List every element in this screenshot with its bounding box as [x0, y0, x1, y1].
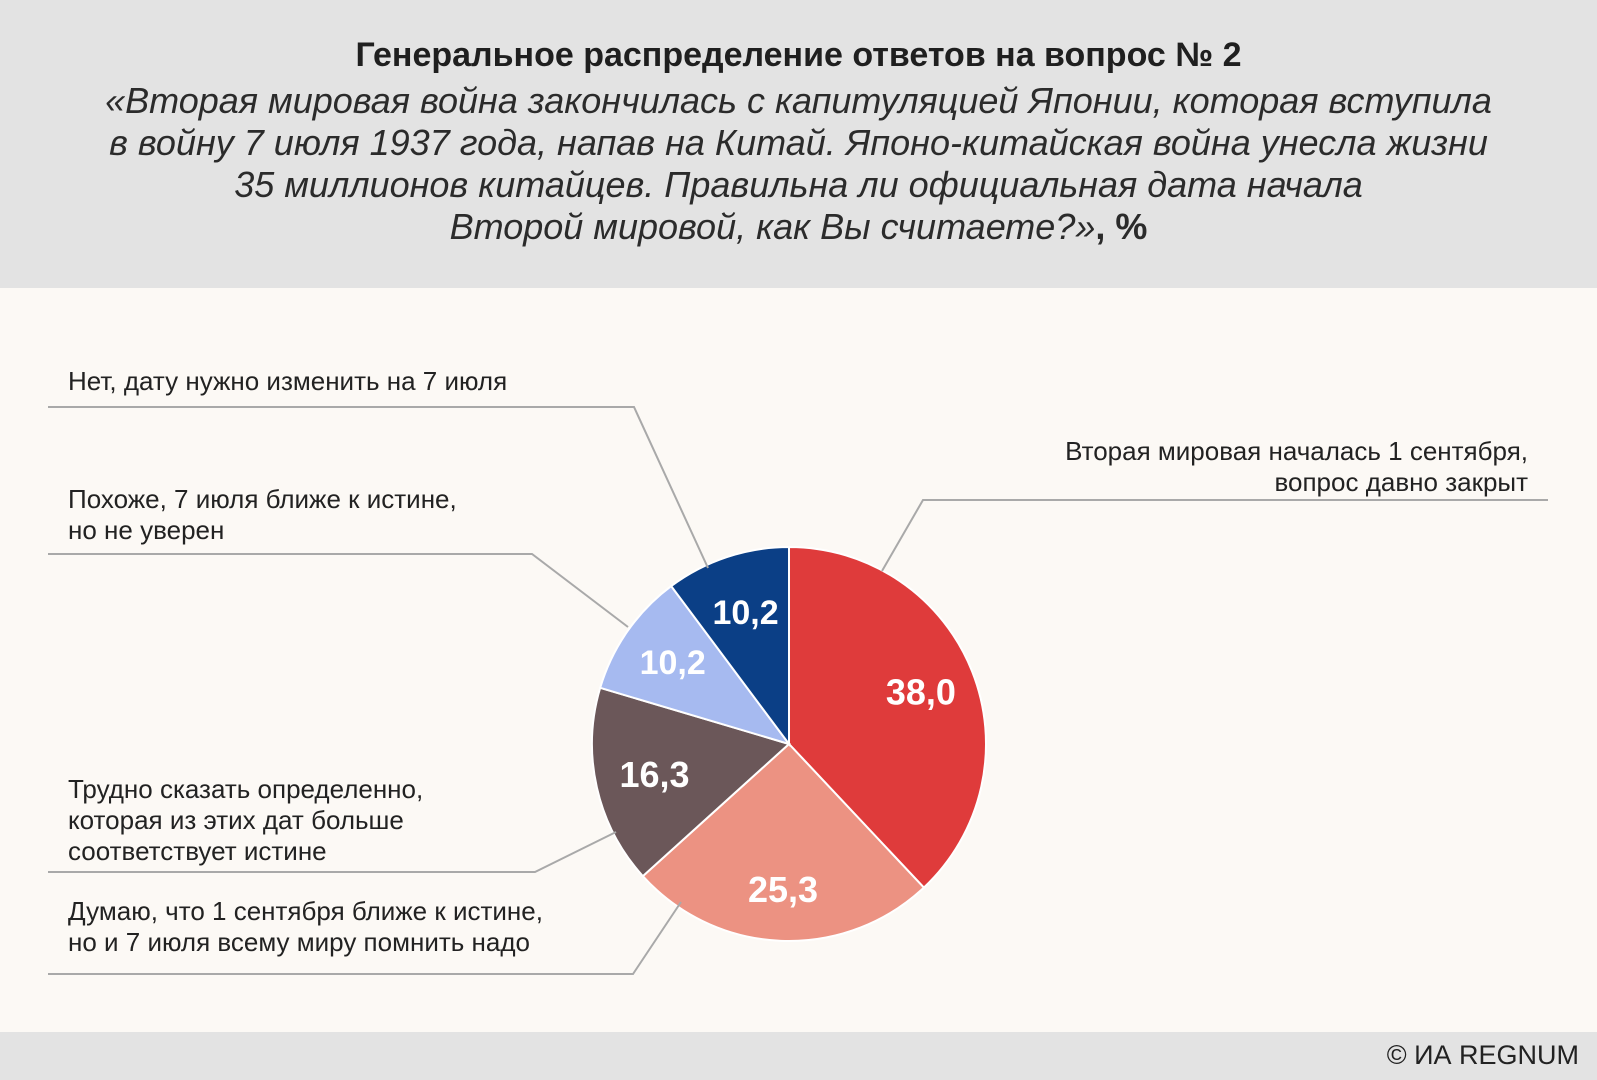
slice-label-1-september: Вторая мировая началась 1 сентября, вопр…: [960, 436, 1528, 498]
question-line-last: Второй мировой, как Вы считаете?», %: [40, 206, 1557, 248]
label-line: Нет, дату нужно изменить на 7 июля: [68, 366, 508, 396]
leader-line-7-july-maybe: [48, 553, 629, 628]
pie-slice-7-july-change: [669, 545, 790, 748]
label-line: Похоже, 7 июля ближе к истине,: [68, 484, 457, 514]
slice-value-hard-to-say: 16,3: [619, 754, 689, 795]
unit-suffix: , %: [1095, 206, 1148, 247]
header-banner: Генеральное распределение ответов на воп…: [0, 0, 1597, 288]
pie-slice-1-september: [788, 545, 987, 890]
question-line: Второй мировой, как Вы считаете?»: [449, 206, 1096, 247]
slice-label-7-july-maybe: Похоже, 7 июля ближе к истине, но не уве…: [68, 484, 588, 546]
leader-line-7-july-change: [48, 406, 709, 569]
footer-bar: © ИА REGNUM: [0, 1032, 1597, 1080]
label-line: которая из этих дат больше: [68, 805, 404, 835]
label-line: но и 7 июля всему миру помнить надо: [68, 927, 530, 957]
leader-line-both-dates: [48, 901, 682, 975]
slice-label-7-july-change: Нет, дату нужно изменить на 7 июля: [68, 366, 628, 397]
question-line: «Вторая мировая война закончилась с капи…: [105, 80, 1492, 121]
slice-label-both-dates: Думаю, что 1 сентября ближе к истине, но…: [68, 896, 648, 958]
slice-label-hard-to-say: Трудно сказать определенно, которая из э…: [68, 774, 528, 867]
chart-title: Генеральное распределение ответов на воп…: [355, 36, 1242, 74]
slice-value-both-dates: 25,3: [748, 869, 818, 910]
label-line: вопрос давно закрыт: [1274, 467, 1529, 497]
label-line: соответствует истине: [68, 836, 327, 866]
pie-slice-7-july-maybe: [598, 584, 792, 746]
leader-line-hard-to-say: [48, 831, 617, 873]
slice-value-7-july-change: 10,2: [712, 594, 778, 632]
slice-value-1-september: 38,0: [886, 671, 956, 712]
slice-value-7-july-maybe: 10,2: [640, 644, 706, 682]
label-line: но не уверен: [68, 515, 225, 545]
pie-slice-both-dates: [641, 742, 926, 942]
label-line: Вторая мировая началась 1 сентября,: [1065, 436, 1528, 466]
question-line: 35 миллионов китайцев. Правильна ли офиц…: [234, 164, 1363, 205]
pie-slice-hard-to-say: [591, 686, 791, 878]
label-line: Думаю, что 1 сентября ближе к истине,: [68, 896, 543, 926]
question-text: «Вторая мировая война закончилась с капи…: [40, 80, 1557, 248]
label-line: Трудно сказать определенно,: [68, 774, 424, 804]
copyright: © ИА REGNUM: [1386, 1040, 1579, 1070]
question-line: в войну 7 июля 1937 года, напав на Китай…: [109, 122, 1488, 163]
leader-line-1-september: [881, 499, 1548, 572]
